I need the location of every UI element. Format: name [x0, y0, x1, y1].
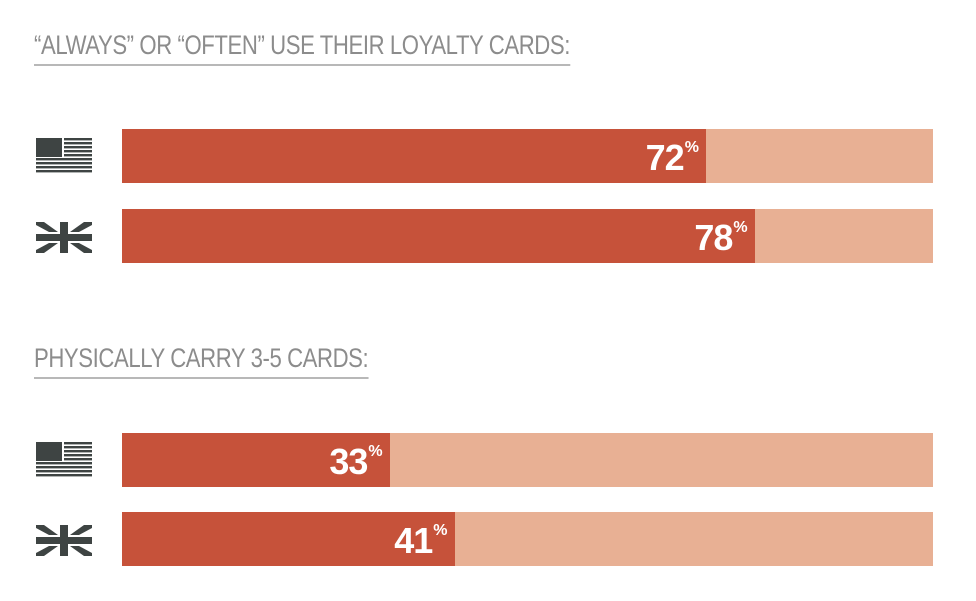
data-label: 72% — [645, 137, 699, 179]
data-label-value: 33 — [329, 441, 368, 482]
bar-fill — [122, 512, 455, 566]
data-label: 33% — [329, 441, 382, 483]
data-label-unit: % — [368, 443, 382, 460]
bar-fill — [122, 129, 706, 183]
data-label-unit: % — [433, 522, 447, 539]
data-label-value: 72 — [645, 137, 685, 178]
data-label: 41% — [394, 520, 447, 562]
data-label-unit: % — [733, 219, 747, 236]
chart-title-carry-cards: PHYSICALLY CARRY 3-5 CARDS: — [34, 343, 369, 379]
bar-track: 41% — [122, 512, 933, 566]
bar-track: 33% — [122, 433, 933, 487]
chart-title-loyalty-usage: “ALWAYS” OR “OFTEN” USE THEIR LOYALTY CA… — [34, 30, 570, 66]
us-flag-icon — [36, 442, 92, 477]
uk-flag-icon — [36, 525, 92, 556]
uk-flag-icon — [36, 222, 92, 253]
data-label-unit: % — [684, 139, 699, 156]
bar-fill — [122, 433, 390, 487]
data-label: 78% — [694, 217, 747, 259]
data-label-value: 41 — [394, 520, 433, 561]
data-label-value: 78 — [694, 217, 733, 258]
bar-fill — [122, 209, 755, 263]
bar-track: 72% — [122, 129, 933, 183]
bar-track: 78% — [122, 209, 933, 263]
us-flag-icon — [36, 138, 92, 173]
